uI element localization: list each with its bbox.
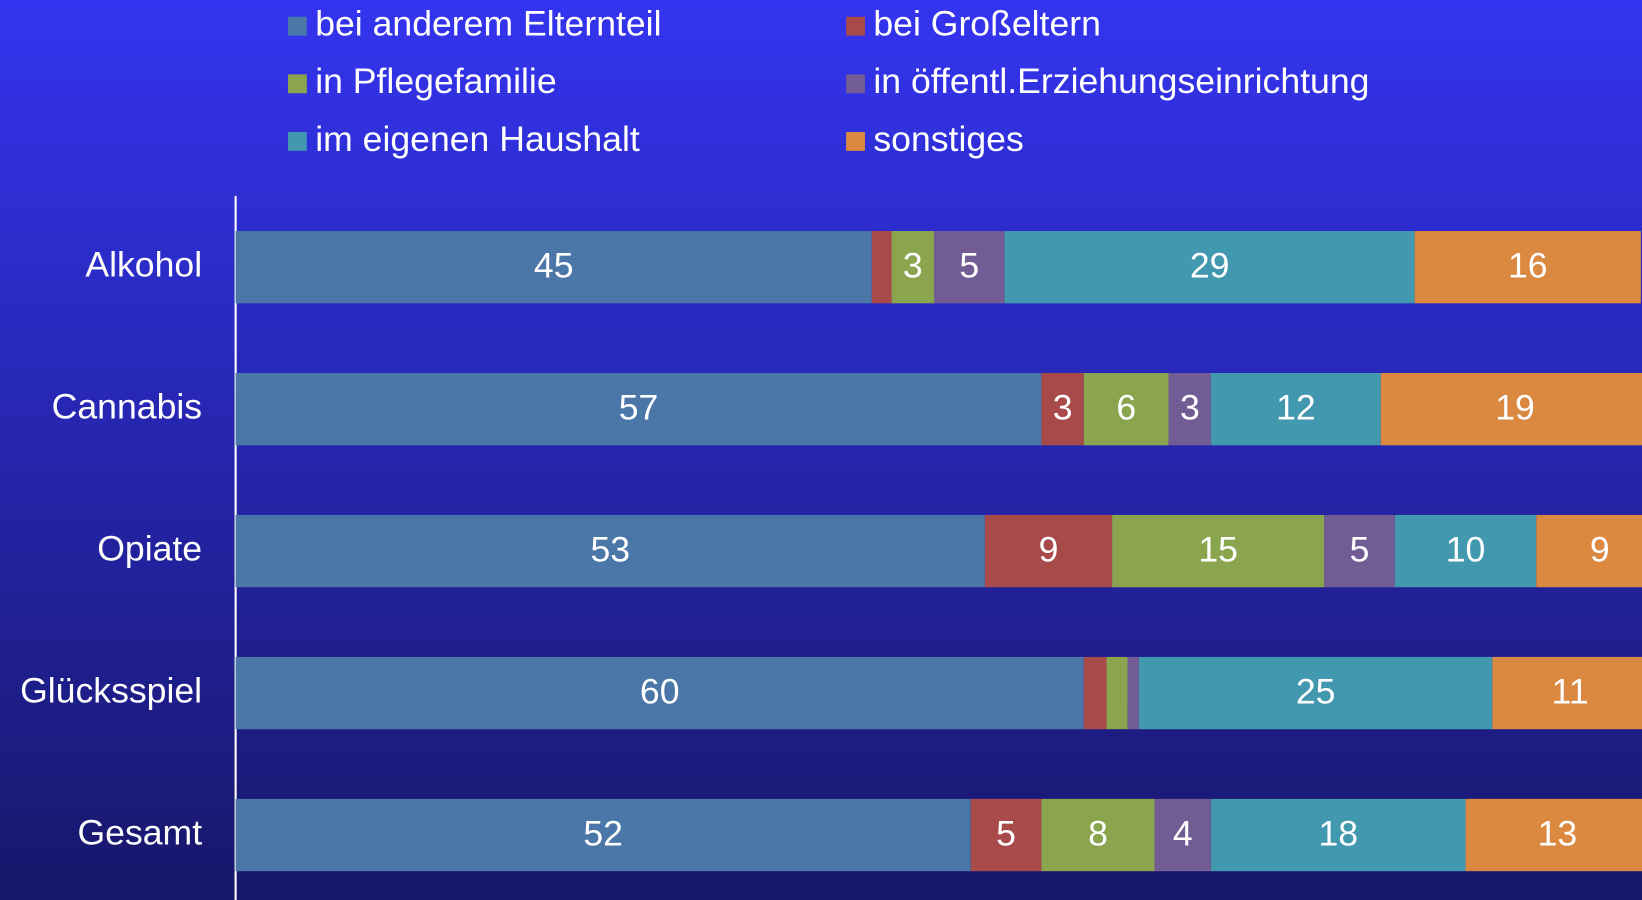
page: bei anderem Elternteil bei Großeltern in P… bbox=[0, 0, 1642, 900]
data-label: 3 bbox=[1180, 388, 1200, 428]
legend-label: im eigenen Haushalt bbox=[315, 119, 640, 159]
legend-label: sonstiges bbox=[873, 119, 1023, 159]
data-label: 9 bbox=[1039, 530, 1059, 570]
legend-label: in Pflegefamilie bbox=[315, 61, 556, 101]
data-label: 16 bbox=[1508, 246, 1548, 286]
data-label: 3 bbox=[1053, 388, 1073, 428]
legend-label: in öffentl.Erziehungseinrichtung bbox=[873, 61, 1369, 101]
y-tick-label: Cannabis bbox=[52, 387, 202, 427]
data-label: 12 bbox=[1276, 388, 1316, 428]
data-label: 53 bbox=[590, 530, 630, 570]
legend-swatch bbox=[288, 74, 307, 93]
data-label: 13 bbox=[1538, 813, 1578, 853]
legend-swatch bbox=[288, 17, 307, 36]
data-label: 15 bbox=[1198, 530, 1238, 570]
data-label: 57 bbox=[619, 388, 659, 428]
data-label: 6 bbox=[1116, 388, 1136, 428]
chart: bei anderem Elternteil bei Großeltern in P… bbox=[0, 0, 1642, 900]
legend-swatch bbox=[846, 17, 865, 36]
bar-segment bbox=[1084, 657, 1107, 729]
data-label: 25 bbox=[1296, 672, 1336, 712]
y-tick-label: Gesamt bbox=[77, 812, 202, 852]
y-tick-label: Opiate bbox=[97, 529, 202, 569]
data-label: 5 bbox=[996, 813, 1016, 853]
data-label: 29 bbox=[1190, 246, 1230, 286]
data-label: 11 bbox=[1552, 672, 1589, 712]
data-label: 19 bbox=[1495, 388, 1535, 428]
bar-segment bbox=[1106, 657, 1127, 729]
data-label: 45 bbox=[534, 246, 574, 286]
legend-label: bei anderem Elternteil bbox=[315, 4, 661, 44]
data-label: 9 bbox=[1590, 530, 1610, 570]
data-label: 8 bbox=[1088, 813, 1108, 853]
data-label: 18 bbox=[1319, 813, 1359, 853]
data-label: 60 bbox=[640, 672, 680, 712]
data-label: 3 bbox=[903, 246, 923, 286]
data-label: 10 bbox=[1446, 530, 1486, 570]
legend-swatch bbox=[846, 74, 865, 93]
legend-label: bei Großeltern bbox=[873, 4, 1101, 44]
data-label: 5 bbox=[1350, 530, 1370, 570]
legend-swatch bbox=[846, 132, 865, 151]
bar-segment bbox=[872, 231, 892, 303]
y-tick-label: Alkohol bbox=[85, 245, 202, 285]
background bbox=[0, 0, 1642, 900]
data-label: 5 bbox=[959, 246, 979, 286]
legend-swatch bbox=[288, 132, 307, 151]
y-tick-label: Glücksspiel bbox=[20, 670, 202, 710]
bar-segment bbox=[1128, 657, 1139, 729]
data-label: 4 bbox=[1173, 813, 1193, 853]
data-label: 52 bbox=[583, 813, 623, 853]
